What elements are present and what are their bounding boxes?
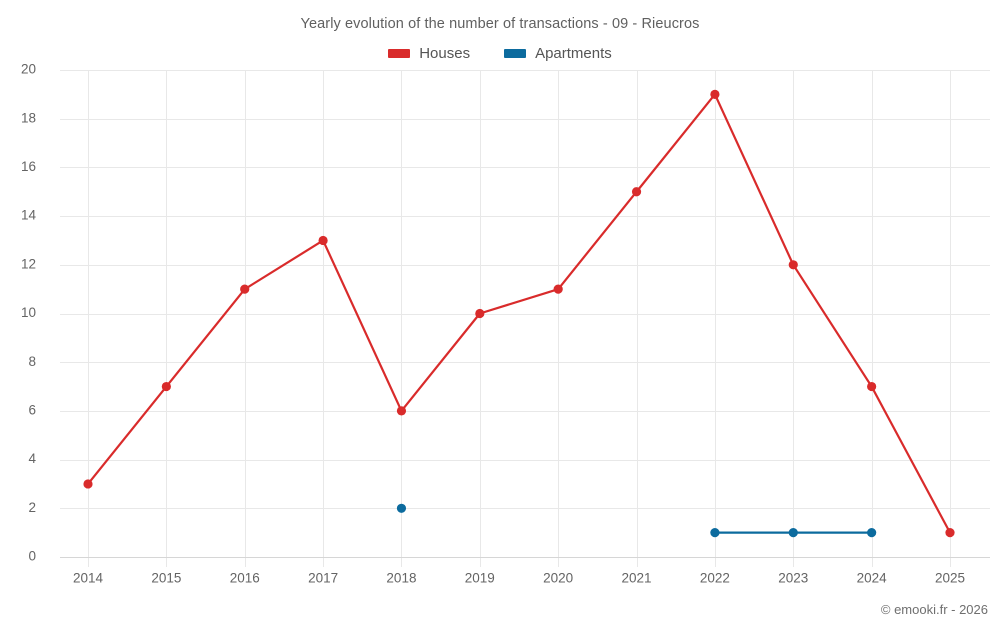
data-point-houses-2014[interactable]	[83, 479, 93, 489]
data-point-houses-2025[interactable]	[945, 528, 955, 538]
data-point-houses-2019[interactable]	[475, 308, 485, 319]
data-point-houses-2024[interactable]	[867, 381, 877, 392]
data-point-houses-2018[interactable]	[396, 406, 407, 416]
legend-item-houses[interactable]: Houses	[388, 45, 470, 62]
y-axis-tick-label: 4	[28, 451, 36, 466]
chart-legend: Houses Apartments	[0, 45, 1000, 62]
y-axis-tick-label: 2	[28, 500, 36, 515]
x-axis-tick-label: 2020	[543, 571, 573, 586]
y-axis-tick-labels: 0 2 4 6 8 10 12 14 16 18 20	[21, 62, 37, 564]
x-axis-tick-label: 2016	[230, 571, 260, 586]
data-point-houses-2017[interactable]	[318, 235, 328, 246]
legend-swatch-apartments	[504, 49, 527, 58]
x-axis-tick-label: 2025	[935, 571, 965, 586]
data-point-apartments-2022[interactable]	[710, 528, 720, 538]
legend-item-apartments[interactable]: Apartments	[504, 45, 612, 62]
y-axis-tick-label: 8	[28, 354, 36, 369]
y-axis-tick-label: 6	[28, 402, 36, 417]
gridlines	[60, 70, 990, 567]
y-axis-tick-label: 0	[28, 549, 36, 564]
y-axis-tick-label: 16	[21, 159, 36, 174]
legend-swatch-houses	[388, 49, 411, 58]
x-axis-tick-label: 2021	[622, 571, 652, 586]
data-point-apartments-2024[interactable]	[867, 528, 877, 538]
series-line-houses	[86, 93, 952, 534]
x-axis-tick-label: 2023	[778, 571, 808, 586]
legend-label-apartments: Apartments	[535, 45, 612, 62]
x-axis-tick-labels: 2014 2015 2016 2017 2018 2019 2020 2021 2022 2023…	[73, 571, 965, 586]
legend-label-houses: Houses	[419, 45, 471, 62]
data-point-apartments-2023[interactable]	[788, 528, 798, 538]
y-axis-tick-label: 14	[21, 208, 37, 223]
data-point-houses-2020[interactable]	[553, 284, 563, 294]
data-point-apartments-2018[interactable]	[396, 503, 407, 513]
y-axis-tick-label: 20	[21, 62, 36, 77]
x-axis-tick-label: 2015	[151, 571, 181, 586]
data-point-houses-2015[interactable]	[161, 381, 171, 392]
data-point-houses-2023[interactable]	[788, 260, 798, 270]
x-axis-tick-label: 2017	[308, 571, 338, 586]
x-axis-tick-label: 2024	[857, 571, 888, 586]
data-point-houses-2021[interactable]	[631, 187, 642, 197]
y-axis-tick-label: 10	[21, 305, 36, 320]
data-point-houses-2022[interactable]	[710, 89, 720, 99]
footer-credit: © emooki.fr - 2026	[880, 602, 988, 617]
x-axis-tick-label: 2022	[700, 571, 730, 586]
data-series	[83, 89, 955, 538]
data-point-houses-2016[interactable]	[240, 284, 250, 294]
x-axis-tick-label: 2014	[73, 571, 104, 586]
x-axis-tick-label: 2019	[465, 571, 495, 586]
y-axis-tick-label: 12	[21, 256, 36, 271]
chart-title: Yearly evolution of the number of transa…	[300, 16, 700, 32]
x-axis-tick-label: 2018	[386, 571, 416, 586]
y-axis-tick-label: 18	[21, 110, 36, 125]
